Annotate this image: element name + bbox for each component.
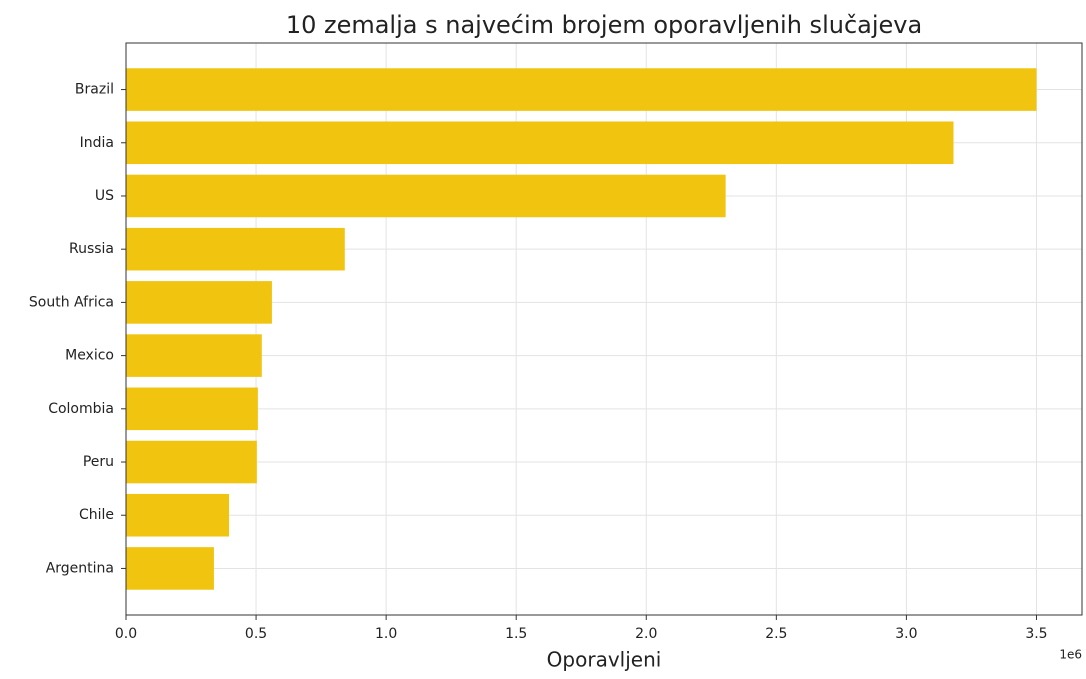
y-tick-label: Colombia bbox=[48, 401, 114, 417]
y-tick-label: Brazil bbox=[75, 82, 114, 98]
bar bbox=[126, 440, 257, 484]
x-tick-label: 1.5 bbox=[505, 626, 527, 642]
bar bbox=[126, 227, 345, 271]
y-tick-label: India bbox=[80, 135, 114, 151]
bar bbox=[126, 387, 258, 431]
y-tick-label: Russia bbox=[69, 241, 114, 257]
bar bbox=[126, 334, 262, 377]
y-tick-label: US bbox=[95, 188, 114, 204]
bar bbox=[126, 68, 1037, 111]
x-tick-label: 3.5 bbox=[1025, 626, 1047, 642]
x-axis-label: Oporavljeni bbox=[547, 648, 662, 672]
y-tick-label: Peru bbox=[83, 454, 114, 470]
x-offset-label: 1e6 bbox=[1059, 648, 1082, 662]
bar bbox=[126, 281, 272, 324]
x-tick-label: 1.0 bbox=[375, 626, 397, 642]
x-tick-label: 0.5 bbox=[245, 626, 267, 642]
bar bbox=[126, 121, 954, 165]
plot-frame bbox=[125, 42, 1083, 616]
x-tick-label: 3.0 bbox=[895, 626, 917, 642]
bar bbox=[126, 174, 726, 218]
chart-title: 10 zemalja s najvećim brojem oporavljeni… bbox=[286, 11, 922, 39]
x-tick-label: 0.0 bbox=[115, 626, 137, 642]
x-tick-label: 2.5 bbox=[765, 626, 787, 642]
y-tick-label: Mexico bbox=[65, 348, 114, 364]
y-tick-label: South Africa bbox=[29, 294, 114, 310]
bar bbox=[126, 493, 230, 537]
bar bbox=[126, 547, 214, 590]
y-tick-label: Argentina bbox=[46, 560, 114, 576]
x-tick-label: 2.0 bbox=[635, 626, 657, 642]
y-tick-label: Chile bbox=[79, 507, 114, 523]
